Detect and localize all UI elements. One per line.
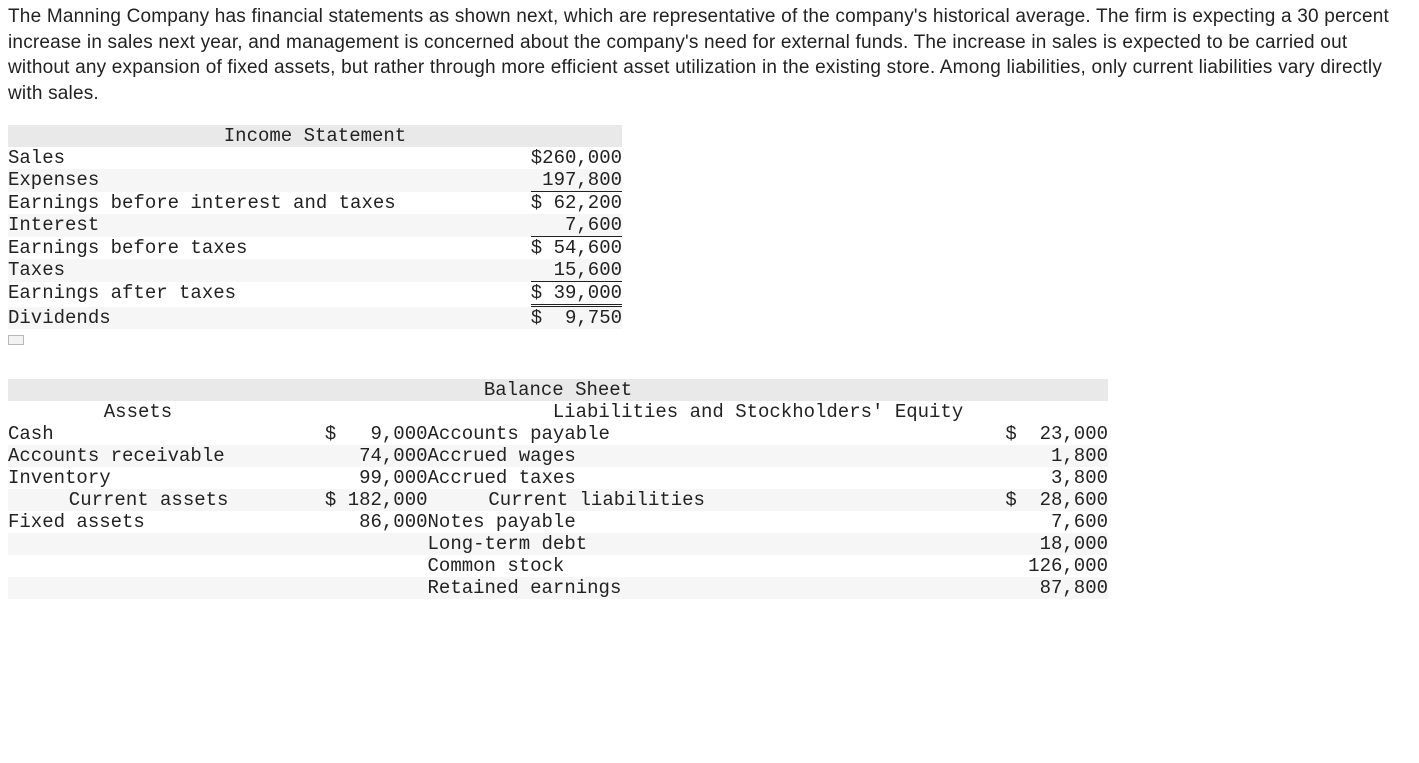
asset-value: 86,000 bbox=[294, 511, 428, 533]
liability-value: $ 23,000 bbox=[974, 423, 1108, 445]
income-statement-title: Income Statement bbox=[8, 125, 622, 147]
asset-value: $ 9,000 bbox=[294, 423, 428, 445]
liability-label: Retained earnings bbox=[428, 577, 974, 599]
liability-label: Current liabilities bbox=[428, 489, 974, 511]
liability-label: Accrued taxes bbox=[428, 467, 974, 489]
income-statement-row: Expenses 197,800 bbox=[8, 169, 622, 192]
row-label: Interest bbox=[8, 214, 441, 237]
balance-sheet-row: Retained earnings 87,800 bbox=[8, 577, 1108, 599]
assets-header: Assets bbox=[8, 401, 268, 423]
liability-label: Common stock bbox=[428, 555, 974, 577]
row-value: 7,600 bbox=[441, 214, 622, 237]
row-label: Earnings after taxes bbox=[8, 282, 441, 307]
asset-label: Accounts receivable bbox=[8, 445, 294, 467]
asset-value bbox=[294, 577, 428, 599]
asset-value bbox=[294, 533, 428, 555]
scroll-hint bbox=[8, 329, 1411, 351]
balance-sheet-row: Fixed assets 86,000Notes payable 7,600 bbox=[8, 511, 1108, 533]
income-statement-row: Taxes 15,600 bbox=[8, 259, 622, 282]
liability-label: Long-term debt bbox=[428, 533, 974, 555]
balance-sheet-row: Cash$ 9,000Accounts payable$ 23,000 bbox=[8, 423, 1108, 445]
income-statement-row: Sales$260,000 bbox=[8, 147, 622, 169]
row-value: 15,600 bbox=[441, 259, 622, 282]
balance-sheet-row: Inventory 99,000Accrued taxes 3,800 bbox=[8, 467, 1108, 489]
liability-label: Notes payable bbox=[428, 511, 974, 533]
asset-value: $ 182,000 bbox=[294, 489, 428, 511]
problem-statement: The Manning Company has financial statem… bbox=[8, 4, 1411, 107]
balance-sheet-row: Long-term debt 18,000 bbox=[8, 533, 1108, 555]
liability-value: 3,800 bbox=[974, 467, 1108, 489]
row-label: Earnings before interest and taxes bbox=[8, 192, 441, 214]
row-value: $ 54,600 bbox=[441, 237, 622, 259]
liability-value: 7,600 bbox=[974, 511, 1108, 533]
liability-label: Accrued wages bbox=[428, 445, 974, 467]
liability-value: 1,800 bbox=[974, 445, 1108, 467]
asset-label bbox=[8, 533, 294, 555]
income-statement-body: Sales$260,000Expenses 197,800Earnings be… bbox=[8, 147, 622, 329]
asset-label: Fixed assets bbox=[8, 511, 294, 533]
income-statement-table: Income Statement bbox=[8, 125, 622, 147]
balance-sheet-row: Common stock 126,000 bbox=[8, 555, 1108, 577]
balance-sheet-table: Balance Sheet Assets Liabilities and Sto… bbox=[8, 379, 1108, 423]
row-label: Earnings before taxes bbox=[8, 237, 441, 259]
asset-label bbox=[8, 555, 294, 577]
row-label: Expenses bbox=[8, 169, 441, 192]
row-label: Sales bbox=[8, 147, 441, 169]
income-statement-row: Interest 7,600 bbox=[8, 214, 622, 237]
asset-label bbox=[8, 577, 294, 599]
asset-value: 74,000 bbox=[294, 445, 428, 467]
row-value: $ 9,750 bbox=[441, 307, 622, 329]
liability-value: 126,000 bbox=[974, 555, 1108, 577]
row-label: Dividends bbox=[8, 307, 441, 329]
balance-sheet-title: Balance Sheet bbox=[8, 379, 1108, 401]
balance-sheet-row: Accounts receivable 74,000Accrued wages … bbox=[8, 445, 1108, 467]
liability-value: $ 28,600 bbox=[974, 489, 1108, 511]
income-statement-row: Dividends$ 9,750 bbox=[8, 307, 622, 329]
liability-value: 87,800 bbox=[974, 577, 1108, 599]
row-label: Taxes bbox=[8, 259, 441, 282]
asset-value: 99,000 bbox=[294, 467, 428, 489]
asset-value bbox=[294, 555, 428, 577]
liability-value: 18,000 bbox=[974, 533, 1108, 555]
income-statement-row: Earnings after taxes$ 39,000 bbox=[8, 282, 622, 307]
row-value: $ 62,200 bbox=[441, 192, 622, 214]
income-statement-row: Earnings before interest and taxes$ 62,2… bbox=[8, 192, 622, 214]
balance-sheet-body: Cash$ 9,000Accounts payable$ 23,000Accou… bbox=[8, 423, 1108, 599]
row-value: $260,000 bbox=[441, 147, 622, 169]
balance-sheet-row: Current assets$ 182,000 Current liabilit… bbox=[8, 489, 1108, 511]
liabilities-header: Liabilities and Stockholders' Equity bbox=[408, 401, 1108, 423]
row-value: $ 39,000 bbox=[441, 282, 622, 307]
asset-label: Inventory bbox=[8, 467, 294, 489]
liability-label: Accounts payable bbox=[428, 423, 974, 445]
row-value: 197,800 bbox=[441, 169, 622, 192]
asset-label: Current assets bbox=[8, 489, 294, 511]
income-statement-row: Earnings before taxes$ 54,600 bbox=[8, 237, 622, 259]
asset-label: Cash bbox=[8, 423, 294, 445]
